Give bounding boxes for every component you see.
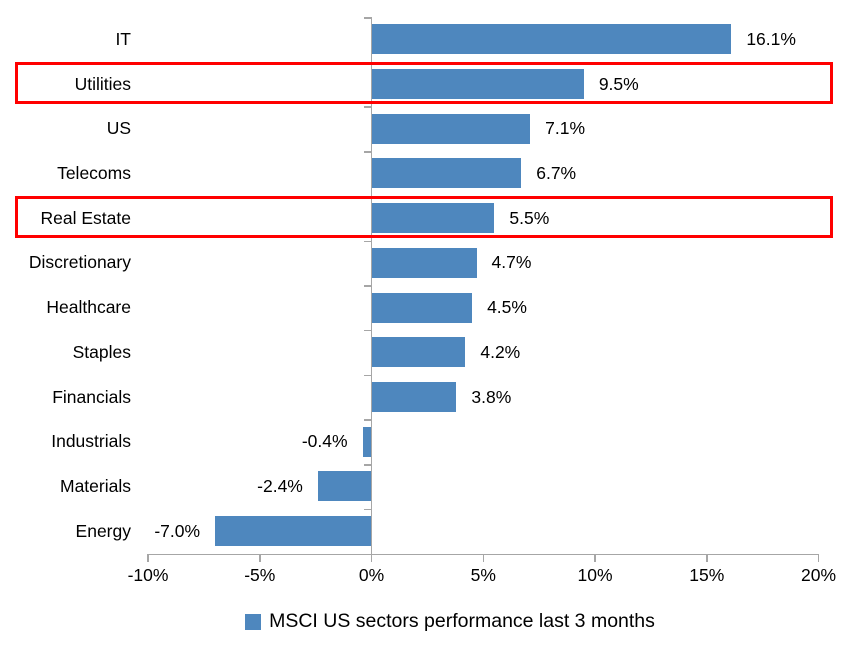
y-axis-tick (363, 106, 371, 108)
y-axis-tick (363, 464, 371, 466)
x-tick-label: -10% (127, 564, 169, 585)
highlight-box (15, 196, 833, 238)
bar (362, 426, 372, 457)
value-label: 4.7% (491, 252, 532, 273)
y-axis-tick (363, 240, 371, 243)
y-axis-tick (363, 17, 371, 19)
category-label: Energy (75, 520, 131, 541)
bar (371, 158, 522, 189)
y-axis-tick (363, 151, 371, 153)
legend-marker-icon (245, 613, 262, 630)
bar (371, 24, 732, 55)
highlight-box (15, 62, 833, 104)
value-label: 4.2% (480, 341, 521, 362)
value-label: -0.4% (301, 431, 348, 452)
x-tick-label: 15% (689, 564, 725, 585)
legend: MSCI US sectors performance last 3 month… (24, 610, 852, 633)
x-tick-label: 5% (470, 564, 496, 585)
x-tick-label: 0% (358, 564, 385, 585)
x-axis-tick (370, 553, 373, 562)
x-tick-label: 10% (577, 564, 613, 585)
legend-label: MSCI US sectors performance last 3 month… (269, 610, 655, 632)
category-label: US (106, 118, 131, 139)
bar (371, 337, 466, 368)
category-label: Discretionary (28, 252, 131, 273)
category-label: Telecoms (57, 162, 131, 183)
value-label: 3.8% (471, 386, 512, 407)
value-label: 4.5% (487, 297, 527, 318)
x-axis-tick (482, 553, 484, 562)
value-label: 16.1% (746, 28, 796, 49)
x-tick-label: 20% (800, 564, 837, 585)
y-axis-tick (363, 285, 371, 287)
category-label: Staples (72, 341, 131, 362)
category-label: IT (115, 28, 131, 49)
category-label: Industrials (51, 431, 131, 452)
category-label: Utilities (74, 73, 131, 94)
value-label: 9.5% (598, 73, 639, 94)
bar (215, 516, 372, 547)
y-axis-tick (363, 508, 371, 511)
x-tick-label: -5% (244, 564, 276, 585)
bar (371, 69, 584, 100)
value-label: 6.7% (536, 162, 577, 183)
value-label: 7.1% (545, 118, 586, 139)
y-axis-tick (363, 329, 371, 332)
bar (371, 292, 473, 323)
bar (371, 247, 477, 278)
bar (371, 382, 457, 413)
category-label: Real Estate (40, 207, 131, 228)
value-label: 5.5% (509, 207, 550, 228)
value-label: -2.4% (257, 475, 303, 496)
y-axis-tick (363, 374, 371, 377)
x-axis-tick (706, 553, 708, 562)
value-label: -7.0% (154, 520, 201, 541)
x-axis-tick (594, 553, 596, 562)
x-axis-tick (259, 553, 261, 562)
bar (371, 113, 531, 144)
bar (371, 203, 495, 234)
category-label: Materials (60, 475, 131, 496)
category-label: Healthcare (46, 297, 131, 318)
x-axis-tick (817, 553, 820, 562)
y-axis-tick (363, 419, 371, 421)
x-axis-tick (147, 553, 149, 562)
y-axis-line (370, 17, 372, 555)
bar (317, 471, 372, 502)
category-label: Financials (52, 386, 131, 407)
